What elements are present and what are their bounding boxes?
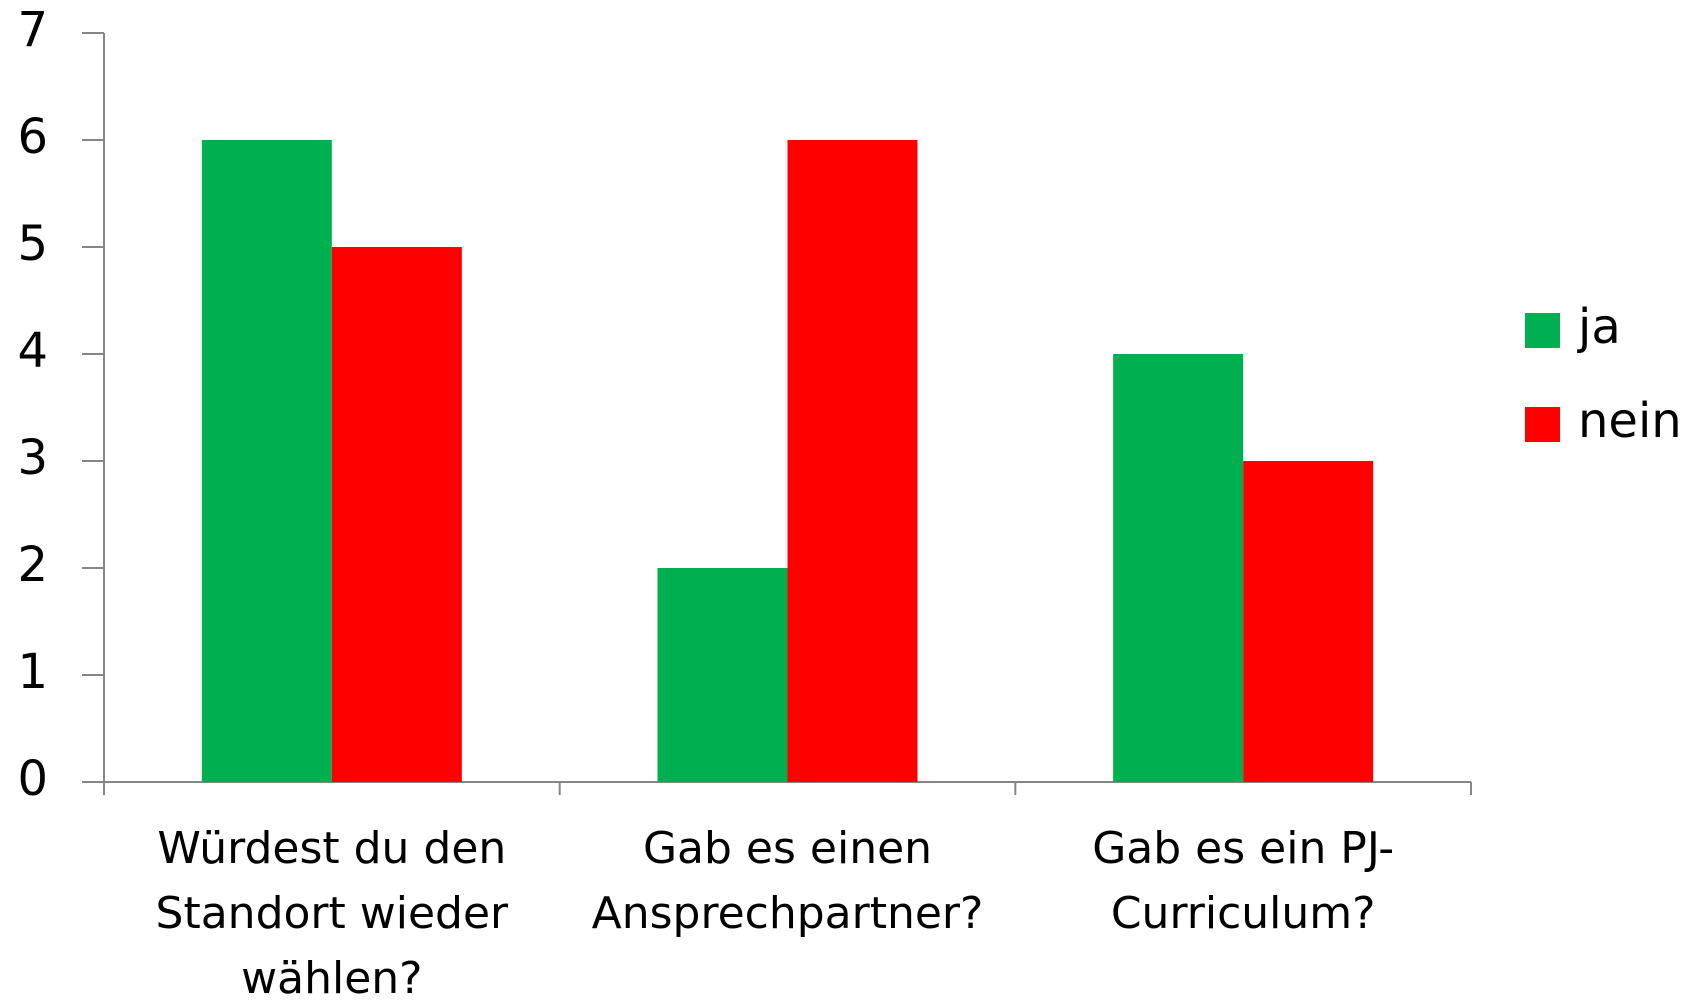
bar bbox=[1243, 461, 1374, 782]
y-tick-label: 4 bbox=[17, 323, 48, 379]
bar bbox=[787, 140, 918, 782]
y-tick-label: 7 bbox=[17, 2, 48, 58]
legend-label: nein bbox=[1578, 393, 1682, 449]
bar bbox=[657, 568, 788, 782]
x-tick-label: Curriculum? bbox=[1111, 888, 1376, 939]
bar bbox=[1113, 354, 1244, 782]
bar bbox=[201, 140, 332, 782]
y-tick-label: 5 bbox=[17, 216, 48, 272]
x-tick-label: Gab es einen bbox=[643, 823, 932, 874]
x-tick-label: Würdest du den bbox=[157, 823, 506, 874]
y-tick-label: 3 bbox=[17, 430, 48, 486]
legend-swatch bbox=[1525, 407, 1560, 442]
x-tick-label: wählen? bbox=[241, 953, 422, 1000]
x-tick-label: Gab es ein PJ- bbox=[1092, 823, 1394, 874]
y-tick-label: 1 bbox=[17, 644, 48, 700]
bar bbox=[331, 247, 462, 782]
legend-label: ja bbox=[1577, 299, 1621, 355]
y-tick-label: 2 bbox=[17, 537, 48, 593]
y-tick-label: 6 bbox=[17, 109, 48, 165]
x-tick-label: Ansprechpartner? bbox=[592, 888, 984, 939]
y-tick-label: 0 bbox=[17, 751, 48, 807]
legend-swatch bbox=[1525, 313, 1560, 348]
x-tick-label: Standort wieder bbox=[156, 888, 509, 939]
